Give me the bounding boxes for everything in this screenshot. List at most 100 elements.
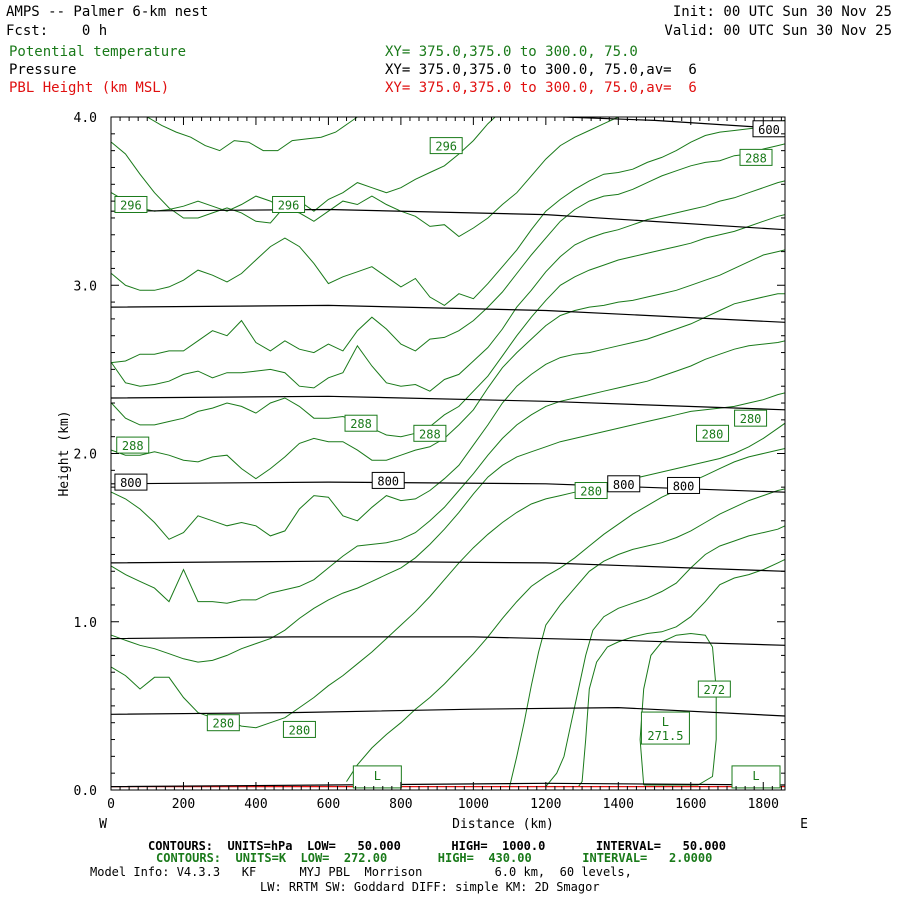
field-xy-theta: XY= 375.0,375.0 to 300.0, 75.0: [385, 44, 638, 60]
x-axis-label: Distance (km): [452, 817, 554, 832]
theta-contour-label-box: [739, 148, 773, 166]
theta-contour-label: 272: [703, 683, 725, 697]
y-tick-label: 2.0: [74, 448, 97, 463]
x-tick-label: 1800: [748, 797, 779, 812]
x-tick-label: 0: [107, 797, 115, 812]
pressure-contour-label: 800: [120, 476, 142, 490]
theta-contour-label: 296: [435, 140, 457, 154]
theta-contour-label: 288: [745, 151, 767, 165]
theta-contour-line: [111, 340, 785, 604]
theta-contour-line: [111, 143, 785, 364]
theta-contour-line: [111, 117, 619, 238]
theta-contour-line: [509, 488, 785, 787]
pressure-contour-label: 800: [613, 478, 635, 492]
y-tick-label: 3.0: [74, 279, 97, 294]
field-xy-pbl: XY= 375.0,375.0 to 300.0, 75.0,av= 6: [385, 80, 697, 96]
theta-contour-label: 280: [740, 412, 762, 426]
theta-contour-label: 288: [122, 439, 144, 453]
contour-labels: 296 296 296 288 288 288 288 280 280 280 280 280 272 8…: [114, 120, 786, 789]
pressure-contour-line: [111, 395, 785, 411]
theta-contour-label: 280: [289, 723, 311, 737]
x-end-label-east: E: [800, 817, 808, 832]
pressure-contours: [111, 117, 785, 788]
theta-contour-label: 280: [212, 717, 234, 731]
x-tick-label: 600: [317, 797, 340, 812]
theta-contour-label: 296: [120, 198, 142, 212]
field-xy-pressure: XY= 375.0,375.0 to 300.0, 75.0,av= 6: [385, 62, 697, 78]
pressure-contour-line: [111, 481, 785, 493]
theta-contour-line: [111, 293, 785, 540]
valid-time: Valid: 00 UTC Sun 30 Nov 25: [664, 23, 892, 39]
theta-contour-label-box: [697, 680, 731, 698]
pressure-contour-line: [111, 782, 785, 788]
pressure-contour-line: [111, 304, 785, 323]
theta-contour-label: 280: [702, 427, 724, 441]
contours-theta-info: CONTOURS: UNITS=K LOW= 272.00 HIGH= 430.…: [156, 851, 713, 865]
x-end-label-west: W: [99, 817, 107, 832]
theta-contour-label-box: [413, 424, 447, 442]
x-tick-label: 400: [244, 797, 267, 812]
pressure-contour-label-box: [667, 476, 701, 494]
theta-contour-line: [111, 249, 785, 480]
x-tick-label: 800: [389, 797, 412, 812]
theta-contour-label-box: [272, 195, 306, 213]
low-marker-box: [640, 711, 690, 745]
axes: 0 200 400 600 800 1000 1200 1400 1600 1800 0.0 1.0 2…: [57, 111, 808, 832]
plot-border: [110, 116, 786, 791]
theta-contour-label-box: [696, 424, 730, 442]
theta-contour-line: [111, 392, 785, 663]
theta-contour-line: [111, 119, 785, 307]
pressure-contour-line: [111, 560, 785, 572]
field-name-pbl: PBL Height (km MSL): [9, 80, 170, 96]
model-info: Model Info: V4.3.3 KF MYJ PBL Morrison 6…: [90, 865, 632, 879]
theta-contour-line: [639, 632, 717, 786]
low-marker-letter: L: [752, 769, 759, 783]
low-marker-letter: L: [662, 715, 669, 729]
theta-contour-line: [346, 448, 785, 782]
theta-contour-label-box: [206, 714, 240, 732]
init-time: Init: 00 UTC Sun 30 Nov 25: [672, 4, 892, 20]
theta-contour-label-box: [734, 409, 768, 427]
plot-frame: [110, 116, 786, 791]
low-marker-box: [352, 765, 402, 789]
theta-contour-label-box: [429, 137, 463, 155]
theta-contour-line: [111, 117, 496, 224]
forecast-hour: Fcst: 0 h: [6, 23, 108, 39]
theta-contour-line: [578, 559, 785, 787]
pressure-contour-label-box: [371, 471, 405, 489]
y-axis-label: Height (km): [57, 410, 72, 496]
theta-contour-label: 280: [580, 485, 602, 499]
field-name-theta: Potential temperature: [9, 44, 187, 60]
theta-contour-label-box: [116, 436, 150, 454]
pressure-contour-label-box: [607, 475, 641, 493]
theta-contour-label: 288: [350, 417, 372, 431]
y-tick-label: 1.0: [74, 616, 97, 631]
low-marker-box: [731, 765, 781, 789]
theta-contour-line: [111, 214, 785, 438]
pressure-contour-label: 800: [673, 479, 695, 493]
pressure-contour-label-box: [752, 120, 786, 138]
x-tick-label: 1000: [458, 797, 489, 812]
theta-contour-label-box: [114, 195, 148, 213]
theta-contour-line: [146, 117, 358, 152]
theta-contour-label-box: [282, 720, 316, 738]
x-tick-label: 1400: [603, 797, 634, 812]
theta-contour-label-box: [344, 414, 378, 432]
low-marker-letter: L: [374, 769, 381, 783]
theta-contour-line: [545, 525, 785, 787]
theta-contour-label: 288: [419, 427, 441, 441]
field-name-pressure: Pressure: [9, 62, 77, 78]
pressure-contour-line: [111, 706, 785, 717]
pressure-contour-label: 600: [758, 123, 780, 137]
model-info-physics: LW: RRTM SW: Goddard DIFF: simple KM: 2D…: [260, 880, 600, 894]
theta-contours: [111, 117, 785, 787]
theta-contour-label: 296: [278, 198, 300, 212]
pressure-contour-line: [111, 208, 785, 231]
theta-contour-label-box: [574, 482, 608, 500]
contours-pressure-info: CONTOURS: UNITS=hPa LOW= 50.000 HIGH= 10…: [148, 839, 726, 853]
pressure-contour-label: 800: [377, 474, 399, 488]
theta-contour-line: [111, 180, 785, 392]
pressure-contour-line: [111, 636, 785, 646]
x-tick-label: 1200: [530, 797, 561, 812]
